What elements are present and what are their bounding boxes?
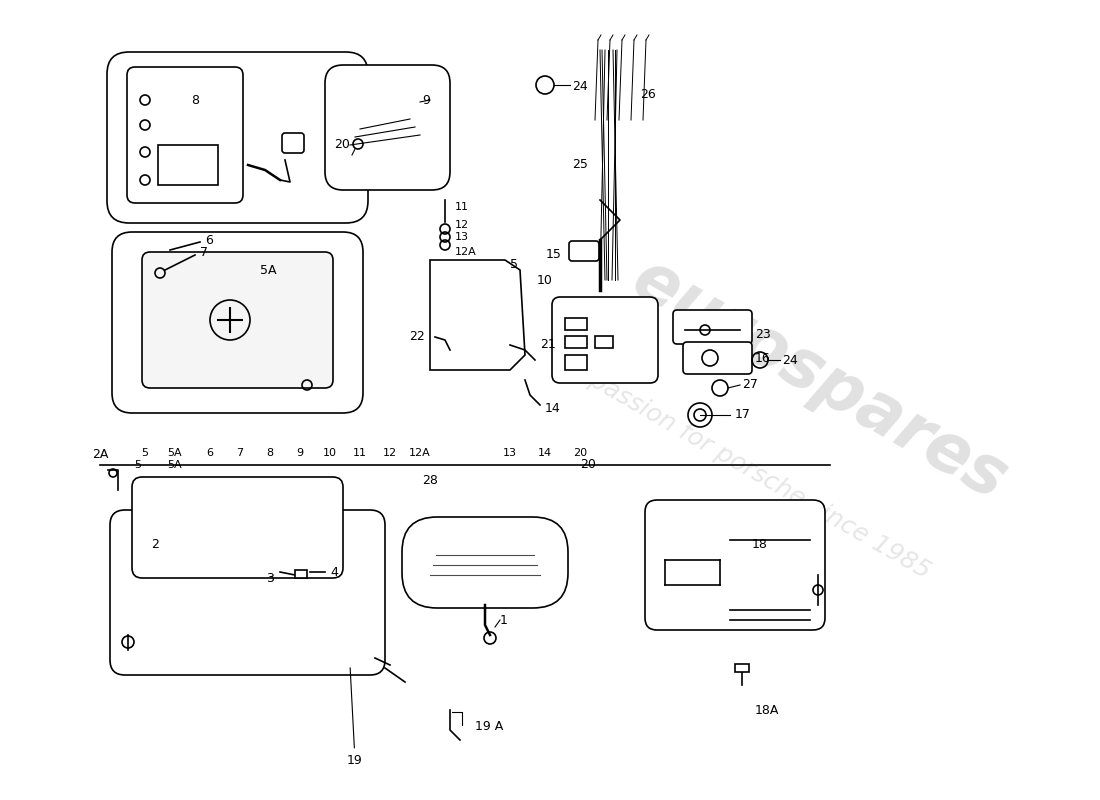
Text: 9: 9 [296,448,304,458]
Text: 12: 12 [383,448,397,458]
Text: 18: 18 [752,538,768,551]
Text: 18A: 18A [755,703,780,717]
Text: 1: 1 [500,614,508,626]
FancyBboxPatch shape [673,310,752,344]
Text: 10: 10 [323,448,337,458]
Text: 2: 2 [151,538,158,551]
Text: 25: 25 [572,158,588,171]
Text: 4: 4 [330,566,338,578]
Text: 16: 16 [755,351,771,365]
FancyBboxPatch shape [110,510,385,675]
Text: a passion for porsche since 1985: a passion for porsche since 1985 [565,356,935,584]
FancyBboxPatch shape [107,52,368,223]
FancyBboxPatch shape [552,297,658,383]
FancyBboxPatch shape [126,67,243,203]
Text: 27: 27 [742,378,758,391]
FancyBboxPatch shape [142,252,333,388]
Text: 3: 3 [266,571,274,585]
Text: 20: 20 [573,448,587,458]
Text: 2A: 2A [91,449,108,462]
FancyBboxPatch shape [282,133,304,153]
Text: 10: 10 [537,274,553,286]
Text: 20: 20 [580,458,596,471]
Text: 9: 9 [422,94,430,106]
Text: 17: 17 [735,409,751,422]
FancyBboxPatch shape [595,336,613,348]
Text: 6: 6 [207,448,213,458]
Text: 14: 14 [544,402,561,414]
FancyBboxPatch shape [565,336,587,348]
Text: 8: 8 [266,448,274,458]
FancyBboxPatch shape [132,477,343,578]
Text: 5A: 5A [167,448,183,458]
Text: 19: 19 [348,668,363,766]
Text: 7: 7 [200,246,208,258]
Text: 5A: 5A [167,460,183,470]
Text: 11: 11 [353,448,367,458]
Text: 13: 13 [503,448,517,458]
FancyBboxPatch shape [402,517,568,608]
Text: 6: 6 [205,234,213,246]
Text: 26: 26 [640,89,656,102]
Text: 5A: 5A [260,263,276,277]
Text: 24: 24 [572,81,587,94]
Text: 19 A: 19 A [475,721,504,734]
FancyBboxPatch shape [569,241,600,261]
Text: 28: 28 [422,474,438,486]
Text: 12A: 12A [409,448,431,458]
Text: 20: 20 [334,138,350,150]
Text: 12: 12 [455,220,469,230]
FancyBboxPatch shape [565,318,587,330]
Text: 7: 7 [236,448,243,458]
FancyBboxPatch shape [683,342,752,374]
Text: 24: 24 [782,354,797,366]
FancyBboxPatch shape [158,145,218,185]
Text: 23: 23 [755,329,771,342]
Text: 15: 15 [546,249,562,262]
Text: 5: 5 [134,460,142,470]
Text: 12A: 12A [455,247,476,257]
Text: 8: 8 [191,94,199,106]
Text: 11: 11 [455,202,469,212]
Text: eurospares: eurospares [621,246,1019,514]
Text: 5: 5 [142,448,148,458]
Text: 14: 14 [538,448,552,458]
Text: 13: 13 [455,232,469,242]
Text: 5: 5 [510,258,518,271]
Text: 22: 22 [409,330,425,343]
FancyBboxPatch shape [295,570,307,578]
Polygon shape [430,260,525,370]
FancyBboxPatch shape [735,664,749,672]
FancyBboxPatch shape [324,65,450,190]
FancyBboxPatch shape [565,355,587,370]
Text: 21: 21 [540,338,556,351]
FancyBboxPatch shape [112,232,363,413]
FancyBboxPatch shape [645,500,825,630]
